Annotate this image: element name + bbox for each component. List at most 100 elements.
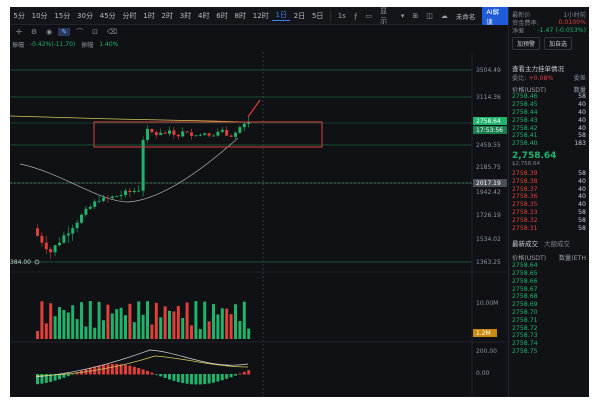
timeframe-0[interactable]: 5分 bbox=[13, 11, 25, 20]
price-axis-label: 1942.42 bbox=[476, 189, 501, 196]
tab-large-trades[interactable]: 大额成交 bbox=[544, 239, 570, 248]
volume-bar bbox=[128, 303, 132, 339]
macd-histogram-bar bbox=[212, 374, 215, 383]
candle-body bbox=[106, 197, 110, 199]
grid-icon[interactable]: ⊞ bbox=[412, 11, 419, 20]
timeframe-4[interactable]: 45分 bbox=[99, 11, 116, 20]
timeframe-8[interactable]: 3时 bbox=[179, 11, 192, 20]
volume-tag: 1.2M bbox=[476, 330, 491, 337]
layout-icon[interactable]: ▭ bbox=[365, 11, 373, 20]
macd-histogram-bar bbox=[115, 364, 119, 375]
clock-selector[interactable]: 1s bbox=[337, 11, 346, 20]
volume-bar bbox=[181, 317, 185, 339]
macd-histogram-bar bbox=[71, 374, 75, 375]
macd-histogram-bar bbox=[119, 364, 123, 375]
ask-row[interactable]: 2758.45 40 bbox=[509, 101, 589, 109]
candle-body bbox=[146, 128, 149, 140]
trade-row: 2758.75 bbox=[509, 348, 589, 356]
bid-price: 2758.38 bbox=[512, 177, 538, 185]
funding-rate-row: 资金费率: 0.0100% bbox=[512, 19, 586, 28]
ask-row[interactable]: 2758.44 40 bbox=[509, 109, 589, 117]
bid-row[interactable]: 2758.38 40 bbox=[509, 177, 589, 185]
bid-row[interactable]: 2758.37 40 bbox=[509, 185, 589, 193]
bid-qty: 40 bbox=[578, 201, 586, 209]
trading-app-window: 5分 10分 15分 30分 45分 分时 1时 2时 3时 4时 6时 8时 12时 1日 2日 5日 1s ⨍… bbox=[10, 7, 589, 397]
candle-body bbox=[124, 190, 127, 196]
candle-body bbox=[159, 132, 163, 136]
macd-histogram-bar bbox=[198, 374, 202, 385]
macd-histogram-bar bbox=[66, 374, 70, 377]
timeframe-14[interactable]: 2日 bbox=[293, 11, 306, 20]
timeframe-15[interactable]: 5日 bbox=[311, 11, 324, 20]
eye-icon[interactable]: ◉ bbox=[46, 27, 53, 36]
macd-histogram-bar bbox=[36, 374, 39, 385]
ask-row[interactable]: 2758.42 40 bbox=[509, 124, 589, 132]
add-watchlist-button[interactable]: 加自选 bbox=[543, 37, 572, 51]
timeframe-2[interactable]: 15分 bbox=[54, 11, 71, 20]
camera-icon[interactable]: ◫ bbox=[426, 11, 433, 20]
bid-row[interactable]: 2758.35 40 bbox=[509, 201, 589, 209]
candle-body bbox=[128, 190, 132, 193]
magnet-icon[interactable]: ⌒ bbox=[76, 27, 84, 36]
timeframe-5[interactable]: 分时 bbox=[122, 11, 137, 20]
ask-qty: 40 bbox=[578, 124, 586, 132]
ask-row[interactable]: 2758.46 58 bbox=[509, 93, 589, 101]
settings-icon[interactable]: ⚙ bbox=[30, 27, 38, 36]
lock-icon[interactable]: ⊡ bbox=[92, 27, 99, 36]
macd-histogram-bar bbox=[132, 366, 136, 375]
candle-body bbox=[194, 135, 198, 137]
candle-body bbox=[88, 206, 92, 209]
timeframe-10[interactable]: 6时 bbox=[216, 11, 228, 20]
trade-row: 2758.66 bbox=[509, 277, 589, 285]
bid-row[interactable]: 2758.36 40 bbox=[509, 193, 589, 201]
ask-row[interactable]: 2758.43 40 bbox=[509, 116, 589, 124]
volume-tag-bg bbox=[473, 329, 497, 337]
trade-row: 2758.71 bbox=[509, 316, 589, 324]
layout-name[interactable]: 未命名 bbox=[455, 12, 476, 21]
macd-histogram-bar bbox=[150, 372, 154, 375]
tab-latest-trades[interactable]: 最新成交 bbox=[512, 239, 538, 248]
ask-row[interactable]: 2758.40 183 bbox=[509, 140, 589, 148]
timeframe-1[interactable]: 10分 bbox=[31, 11, 48, 20]
bid-price: 2758.36 bbox=[512, 193, 538, 201]
timeframe-6[interactable]: 1时 bbox=[143, 11, 155, 20]
timeframe-9[interactable]: 4时 bbox=[197, 11, 210, 20]
candle-body bbox=[154, 132, 158, 136]
bid-price: 2758.32 bbox=[512, 216, 538, 224]
crosshair-price-tag-bg bbox=[473, 179, 507, 187]
volume-bar bbox=[75, 319, 79, 339]
bid-row[interactable]: 2758.39 58 bbox=[509, 170, 589, 178]
add-alert-button[interactable]: 加预警 bbox=[512, 37, 541, 51]
timeframe-7[interactable]: 2时 bbox=[161, 11, 173, 20]
crosshair-icon[interactable]: ✛ bbox=[16, 27, 22, 36]
display-menu[interactable]: 显示 bbox=[380, 7, 388, 25]
trade-row: 2758.65 bbox=[509, 270, 589, 278]
ask-row[interactable]: 2758.41 58 bbox=[509, 132, 589, 140]
timeframe-3[interactable]: 30分 bbox=[77, 11, 93, 20]
orderbook-title[interactable]: 查看主力挂单情况 bbox=[512, 65, 564, 74]
bid-row[interactable]: 2758.32 58 bbox=[509, 216, 589, 224]
bid-row[interactable]: 2758.33 58 bbox=[509, 209, 589, 217]
candle-body bbox=[62, 235, 66, 243]
volume-bar bbox=[93, 327, 97, 339]
ai-analysis-button[interactable]: AI解读 bbox=[482, 7, 508, 27]
chevron-down-icon: ▾ bbox=[400, 11, 405, 20]
bid-price: 2758.37 bbox=[512, 185, 538, 193]
price-axis-label: 2185.75 bbox=[476, 164, 501, 171]
macd-histogram-bar bbox=[97, 365, 101, 375]
volume-axis-label: 10.00M bbox=[476, 300, 498, 307]
timeframe-13[interactable]: 1日 bbox=[272, 10, 291, 21]
bid-row[interactable]: 2758.31 58 bbox=[509, 224, 589, 232]
timeframe-12[interactable]: 12时 bbox=[252, 11, 269, 20]
candlestick-chart[interactable]: 384.00 3504.49 3114.36 2459.55 2185.75 1942.… bbox=[10, 52, 508, 397]
trash-icon[interactable]: ⌫ bbox=[107, 27, 117, 36]
indicator-icon[interactable]: ⨍ bbox=[353, 11, 358, 20]
pen-icon[interactable]: ✎ bbox=[58, 27, 71, 36]
volume-bar bbox=[62, 310, 66, 339]
ask-price: 2758.44 bbox=[512, 108, 538, 116]
macd-histogram-bar bbox=[203, 374, 207, 385]
timeframe-11[interactable]: 8时 bbox=[234, 11, 246, 20]
macd-histogram-bar bbox=[80, 370, 83, 375]
price-axis-label: 3504.49 bbox=[476, 67, 501, 74]
candle-body bbox=[220, 129, 224, 132]
